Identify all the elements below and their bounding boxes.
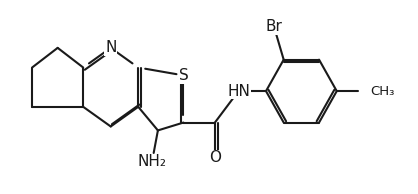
Text: Br: Br — [265, 19, 282, 34]
Text: NH₂: NH₂ — [138, 154, 166, 169]
Text: HN: HN — [227, 84, 250, 99]
Text: N: N — [105, 40, 117, 55]
Text: CH₃: CH₃ — [370, 85, 395, 98]
Text: S: S — [178, 68, 189, 83]
Text: O: O — [209, 150, 221, 165]
